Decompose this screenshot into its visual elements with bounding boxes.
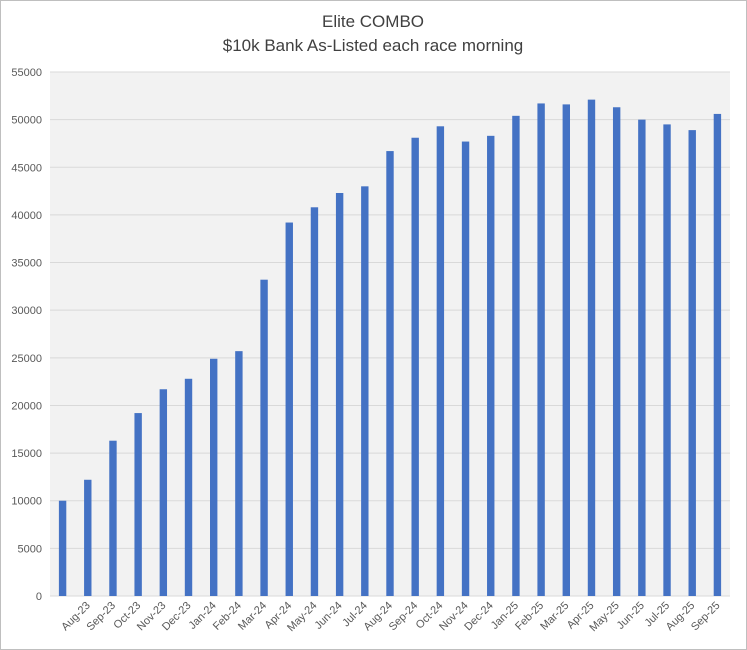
bar — [411, 137, 419, 597]
bar — [386, 151, 394, 597]
y-tick-label: 5000 — [18, 543, 42, 555]
bar — [58, 500, 67, 596]
bar — [612, 107, 621, 596]
bar — [562, 104, 570, 596]
bar — [638, 119, 646, 597]
bar — [487, 135, 495, 596]
y-tick-label: 10000 — [11, 496, 42, 508]
bar — [436, 126, 445, 597]
bar — [688, 130, 696, 596]
bar — [663, 124, 671, 597]
y-tick-label: 40000 — [11, 210, 42, 222]
bar — [285, 222, 293, 596]
bar — [159, 389, 168, 596]
y-tick-label: 20000 — [11, 400, 42, 412]
bar — [361, 186, 369, 596]
bar — [461, 141, 470, 597]
y-tick-label: 45000 — [11, 162, 42, 174]
bar — [184, 378, 193, 596]
y-tick-label: 35000 — [11, 258, 42, 270]
chart-title: Elite COMBO — [322, 12, 424, 31]
bar — [260, 279, 268, 596]
bar — [713, 113, 722, 597]
bar — [587, 99, 596, 596]
bar — [235, 351, 243, 596]
bar — [84, 479, 92, 596]
bar — [537, 103, 545, 596]
y-tick-label: 0 — [36, 591, 42, 603]
y-tick-label: 25000 — [11, 353, 42, 365]
bar — [210, 358, 218, 596]
y-tick-label: 30000 — [11, 305, 42, 317]
bar — [512, 115, 520, 597]
bar — [335, 192, 344, 596]
y-tick-label: 15000 — [11, 448, 42, 460]
bar — [310, 207, 319, 596]
bar — [109, 440, 117, 596]
chart-subtitle: $10k Bank As-Listed each race morning — [223, 36, 524, 55]
y-tick-label: 55000 — [11, 67, 42, 79]
y-tick-label: 50000 — [11, 115, 42, 127]
bar — [134, 413, 142, 596]
